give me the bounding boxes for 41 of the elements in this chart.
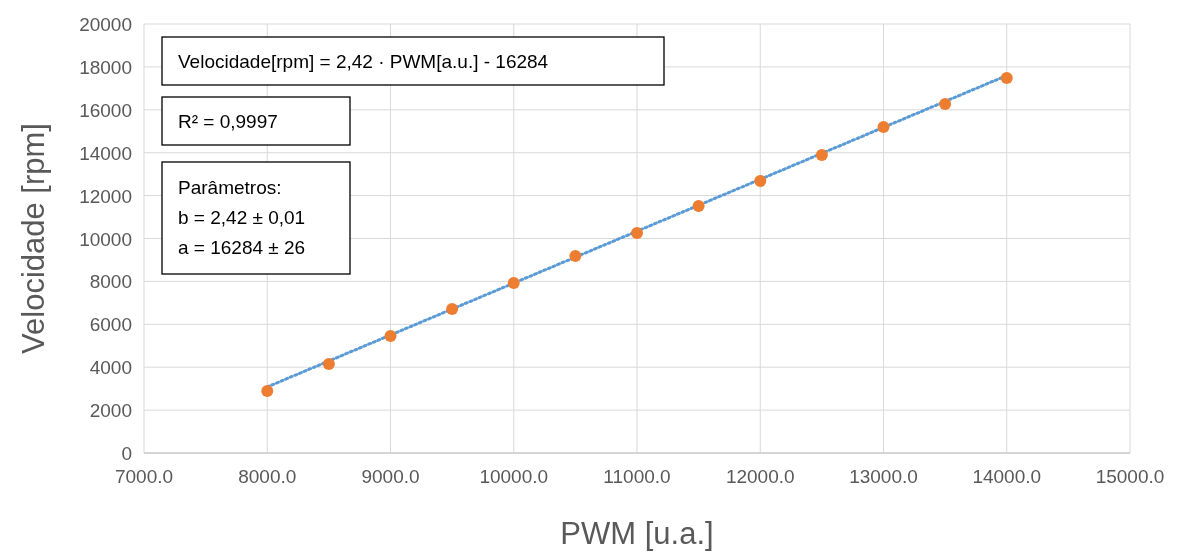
- point: [507, 276, 520, 289]
- point: [1000, 72, 1013, 85]
- y-tick-label: 10000: [79, 228, 132, 250]
- annotation: Parâmetros: b = 2,42 ± 0,01 a = 16284 ± 26: [178, 177, 306, 258]
- annotation: R² = 0,9997: [178, 111, 278, 132]
- y-tick-label: 14000: [79, 142, 132, 164]
- x-tick-label: 11000.0: [603, 466, 671, 487]
- text-box: R² = 0,9997: [161, 96, 351, 146]
- y-tick-label: 2000: [89, 400, 132, 422]
- y-tick-label: 18000: [79, 56, 132, 78]
- y-tick-label: 16000: [79, 99, 132, 121]
- x-tick-label: 7000.0: [114, 466, 174, 487]
- point: [261, 385, 274, 398]
- y-tick-label: 6000: [89, 314, 132, 336]
- point: [384, 330, 397, 343]
- annotation: Velocidade[rpm] = 2,42 · PWM[a.u.] - 16284: [178, 51, 549, 72]
- x-tick-label: 9000.0: [361, 466, 420, 487]
- point: [754, 175, 767, 188]
- point: [446, 303, 459, 316]
- y-tick-label: 20000: [79, 14, 132, 35]
- x-axis-title: PWM [u.a.]: [560, 516, 714, 551]
- point: [322, 357, 335, 370]
- x-tick-label: 10000.0: [479, 466, 549, 487]
- x-tick-label: 14000.0: [972, 466, 1042, 487]
- point: [631, 226, 643, 239]
- y-tick-label: 12000: [79, 185, 132, 207]
- x-tick-label: 15000.0: [1095, 466, 1165, 487]
- y-tick-label: 0: [121, 443, 132, 464]
- point: [692, 200, 705, 213]
- point: [815, 149, 828, 162]
- y-axis-title: Velocidade [rpm]: [16, 123, 51, 354]
- y-tick-label: 8000: [89, 271, 132, 293]
- text-box: Parâmetros: b = 2,42 ± 0,01 a = 16284 ± 26: [161, 161, 351, 275]
- x-tick-label: 8000.0: [238, 466, 297, 487]
- point: [877, 120, 890, 133]
- x-tick-label: 13000.0: [849, 466, 918, 487]
- point: [569, 250, 582, 263]
- y-tick-label: 4000: [89, 357, 132, 379]
- x-tick-label: 12000.0: [725, 466, 795, 487]
- point: [939, 98, 952, 111]
- text-box: Velocidade[rpm] = 2,42 · PWM[a.u.] - 16284: [161, 36, 665, 86]
